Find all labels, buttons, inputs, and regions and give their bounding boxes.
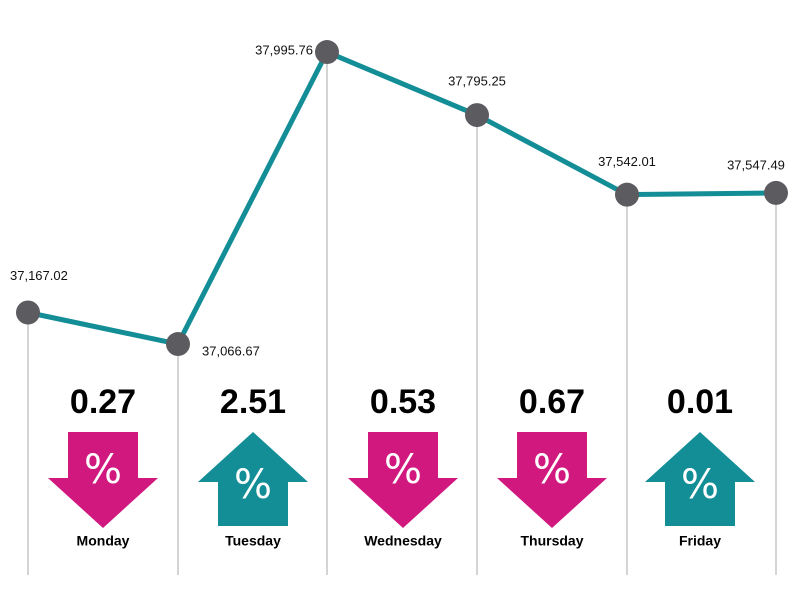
arrow-up-icon <box>645 432 755 526</box>
percent-change-label: 0.27 <box>70 383 136 421</box>
value-label-0: 37,167.02 <box>10 268 68 283</box>
percent-sign-icon: % <box>234 462 272 508</box>
point-marker-4 <box>615 182 639 207</box>
point-marker-3 <box>465 103 489 128</box>
percent-change-label: 0.53 <box>370 383 436 421</box>
value-labels: 37,167.02 37,066.67 37,995.76 37,795.25 37,5… <box>10 42 785 358</box>
guide-lines <box>27 52 777 575</box>
value-label-1: 37,066.67 <box>202 343 260 358</box>
arrow-up-icon <box>198 432 308 526</box>
day-label: Wednesday <box>364 533 442 549</box>
change-panel-thursday: 0.67% Thursday <box>497 383 607 549</box>
point-marker-0 <box>16 300 40 325</box>
value-label-4: 37,542.01 <box>598 154 656 169</box>
percent-change-label: 0.67 <box>519 383 585 421</box>
percent-change-label: 0.01 <box>667 383 733 421</box>
daily-changes: 0.27% Monday 2.51% Tuesday 0.53% Wednesday 0.6… <box>48 383 755 549</box>
percent-sign-icon: % <box>384 447 422 493</box>
day-label: Friday <box>679 533 721 549</box>
arrow-down-icon <box>48 432 158 528</box>
arrow-down-icon <box>348 432 458 528</box>
day-label: Monday <box>77 533 130 549</box>
percent-sign-icon: % <box>533 447 571 493</box>
percent-sign-icon: % <box>681 462 719 508</box>
change-panel-monday: 0.27% Monday <box>48 383 158 549</box>
day-label: Thursday <box>520 533 583 549</box>
change-panel-tuesday: 2.51% Tuesday <box>198 383 308 549</box>
point-marker-5 <box>764 180 788 205</box>
arrow-down-icon <box>497 432 607 528</box>
series-line <box>25 49 779 347</box>
value-label-3: 37,795.25 <box>448 74 506 89</box>
change-panel-friday: 0.01% Friday <box>645 383 755 549</box>
day-label: Tuesday <box>225 533 281 549</box>
point-marker-2 <box>315 40 339 65</box>
percent-change-label: 2.51 <box>220 383 286 421</box>
percent-sign-icon: % <box>84 447 122 493</box>
point-markers <box>16 40 788 357</box>
index-series <box>25 49 779 347</box>
value-label-2: 37,995.76 <box>255 42 313 57</box>
value-label-5: 37,547.49 <box>727 157 785 172</box>
change-panel-wednesday: 0.53% Wednesday <box>348 383 458 549</box>
point-marker-1 <box>166 332 190 357</box>
